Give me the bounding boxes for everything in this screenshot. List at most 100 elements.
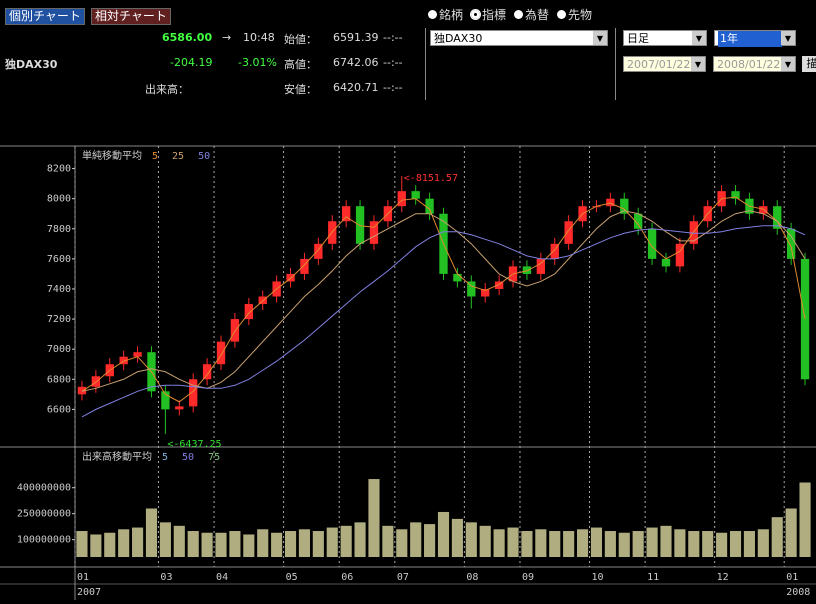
- draw-button[interactable]: 描: [802, 56, 816, 72]
- tab[interactable]: 相対チャート: [91, 8, 171, 25]
- volume-bar: [549, 531, 561, 557]
- volume-bar: [563, 531, 575, 557]
- volume-bar: [382, 525, 394, 557]
- y-tick-label: 8000: [47, 194, 71, 205]
- volume-bar: [368, 479, 380, 557]
- time: 10:48: [243, 31, 275, 44]
- y-tick-label: 7400: [47, 284, 71, 295]
- candle-body: [786, 228, 796, 259]
- volume-bar: [201, 532, 213, 557]
- low-time: --:--: [383, 81, 403, 94]
- y-tick-label: 7200: [47, 314, 71, 325]
- candle-body: [397, 191, 406, 207]
- y-tick-label: 6600: [47, 404, 71, 415]
- legend-entry: 75: [208, 452, 220, 463]
- volume-bar: [132, 527, 144, 557]
- candle-body: [230, 319, 240, 342]
- y-tick-label: 8200: [47, 164, 71, 175]
- radio-group: 銘柄 指標 為替 先物: [428, 6, 600, 23]
- radio-label: 為替: [525, 8, 550, 22]
- y-tick-label: 100000000: [17, 535, 71, 546]
- low-label: 安値：: [284, 83, 317, 96]
- radio-label: 銘柄: [439, 8, 464, 22]
- year-label: 2008: [786, 587, 810, 598]
- radio[interactable]: 先物: [557, 8, 592, 22]
- open-time: --:--: [383, 31, 403, 44]
- candle-body: [773, 206, 782, 229]
- volume-bar: [145, 508, 158, 557]
- candle-body: [244, 304, 253, 320]
- candle-body: [272, 281, 281, 297]
- volume-bar: [215, 532, 227, 557]
- volume-bar: [771, 517, 783, 557]
- annotation: <-8151.57: [404, 173, 458, 184]
- from-date[interactable]: 2007/01/22: [623, 56, 706, 72]
- radio[interactable]: 銘柄: [428, 8, 463, 22]
- x-tick-label: 01: [77, 572, 89, 583]
- x-tick-label: 12: [717, 572, 729, 583]
- candle-body: [731, 191, 740, 199]
- volume-bar: [674, 529, 686, 557]
- volume-label: 出来高：: [145, 83, 189, 96]
- volume-bar: [799, 482, 811, 557]
- volume-bar: [312, 531, 324, 557]
- high: 6742.06: [333, 56, 379, 69]
- candle-body: [411, 191, 420, 199]
- x-tick-label: 08: [466, 572, 478, 583]
- radio[interactable]: 指標: [470, 8, 507, 22]
- candle-body: [661, 258, 671, 267]
- legend-entry: 50: [198, 151, 210, 162]
- to-date[interactable]: 2008/01/22: [713, 56, 796, 72]
- volume-bar: [437, 511, 450, 557]
- candle-body: [453, 273, 462, 282]
- candle-body: [759, 206, 768, 214]
- volume-bar: [271, 532, 283, 557]
- range-select[interactable]: 1年: [714, 30, 796, 47]
- candle-body: [634, 213, 643, 229]
- x-tick-label: 11: [647, 572, 659, 583]
- volume-bar: [716, 532, 728, 557]
- candle-body: [355, 206, 365, 244]
- candle-body: [689, 221, 698, 244]
- volume-bar: [229, 531, 241, 557]
- arrow: →: [222, 31, 232, 44]
- volume-bar: [618, 532, 630, 557]
- volume-bar: [646, 527, 658, 557]
- volume-bar: [424, 524, 436, 557]
- x-tick-label: 01: [786, 572, 798, 583]
- ma-line: [81, 196, 806, 403]
- candle-body: [341, 206, 351, 222]
- volume-bar: [284, 531, 297, 557]
- x-tick-label: 03: [160, 572, 172, 583]
- candle-body: [175, 406, 184, 410]
- x-tick-label: 04: [216, 572, 228, 583]
- candle-body: [522, 266, 532, 274]
- annotation: <-6437.25: [167, 439, 221, 450]
- candle-body: [439, 213, 448, 274]
- tab[interactable]: 個別チャート: [5, 8, 85, 25]
- separator: [615, 28, 616, 100]
- volume-bar: [187, 531, 199, 557]
- volume-bar: [451, 518, 463, 557]
- candle-body: [717, 191, 726, 207]
- candle-body: [703, 206, 712, 222]
- low: 6420.71: [333, 81, 379, 94]
- volume-bar: [465, 522, 477, 557]
- change: -204.19: [170, 56, 213, 69]
- period-select[interactable]: 日足: [623, 30, 707, 46]
- high-label: 高値：: [284, 58, 317, 71]
- volume-bar: [535, 529, 547, 557]
- separator: [425, 28, 426, 100]
- symbol-select[interactable]: 独DAX30: [430, 30, 608, 46]
- y-tick-label: 6800: [47, 374, 71, 385]
- candle-body: [494, 281, 504, 289]
- legend-title: 出来高移動平均: [82, 450, 152, 463]
- volume-bar: [632, 531, 644, 557]
- radio[interactable]: 為替: [514, 8, 549, 22]
- candle-body: [314, 243, 323, 259]
- y-tick-label: 7600: [47, 254, 71, 265]
- radio-label: 指標: [482, 8, 507, 22]
- volume-bar: [604, 531, 616, 557]
- candle-body: [119, 356, 128, 365]
